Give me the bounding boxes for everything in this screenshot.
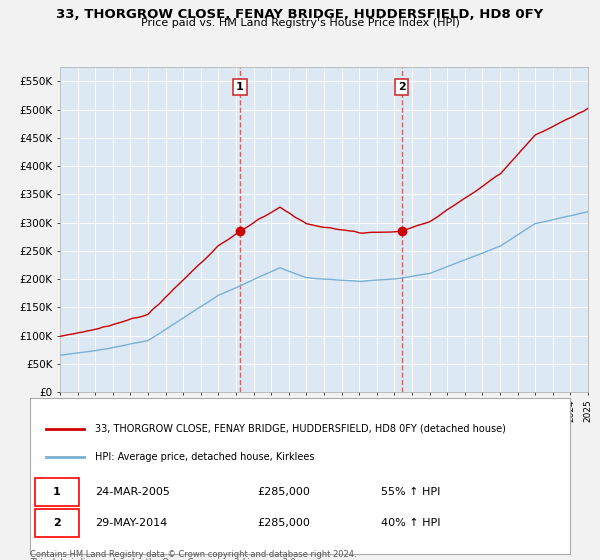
FancyBboxPatch shape: [35, 478, 79, 506]
Text: 29-MAY-2014: 29-MAY-2014: [95, 518, 167, 528]
Text: 1: 1: [53, 487, 61, 497]
Text: This data is licensed under the Open Government Licence v3.0.: This data is licensed under the Open Gov…: [30, 558, 298, 560]
Text: 2: 2: [53, 518, 61, 528]
Text: Price paid vs. HM Land Registry's House Price Index (HPI): Price paid vs. HM Land Registry's House …: [140, 18, 460, 29]
Text: 40% ↑ HPI: 40% ↑ HPI: [381, 518, 440, 528]
Text: Contains HM Land Registry data © Crown copyright and database right 2024.: Contains HM Land Registry data © Crown c…: [30, 550, 356, 559]
Text: 1: 1: [236, 82, 244, 92]
Text: £285,000: £285,000: [257, 487, 310, 497]
Text: 33, THORGROW CLOSE, FENAY BRIDGE, HUDDERSFIELD, HD8 0FY (detached house): 33, THORGROW CLOSE, FENAY BRIDGE, HUDDER…: [95, 424, 506, 434]
Text: £285,000: £285,000: [257, 518, 310, 528]
Text: 33, THORGROW CLOSE, FENAY BRIDGE, HUDDERSFIELD, HD8 0FY: 33, THORGROW CLOSE, FENAY BRIDGE, HUDDER…: [56, 8, 544, 21]
Text: 2: 2: [398, 82, 406, 92]
FancyBboxPatch shape: [35, 509, 79, 537]
Text: 55% ↑ HPI: 55% ↑ HPI: [381, 487, 440, 497]
Text: 24-MAR-2005: 24-MAR-2005: [95, 487, 170, 497]
Text: HPI: Average price, detached house, Kirklees: HPI: Average price, detached house, Kirk…: [95, 452, 314, 462]
